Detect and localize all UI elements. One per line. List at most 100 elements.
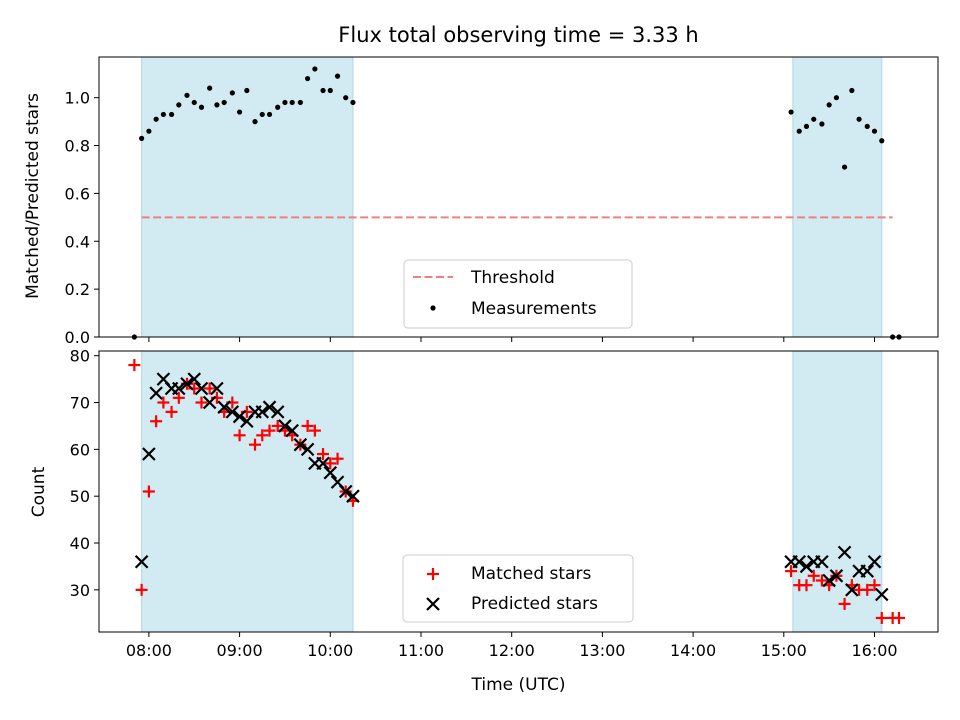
measurement-point — [184, 92, 190, 98]
measurement-point — [864, 123, 870, 130]
predicted-star-point — [278, 419, 292, 433]
matched-star-point — [875, 611, 888, 624]
y-tick-label: 0.8 — [65, 137, 90, 156]
legend-threshold-label: Threshold — [470, 268, 555, 288]
matched-star-point — [892, 611, 905, 624]
matched-star-point — [150, 415, 163, 428]
predicted-star-point — [874, 587, 889, 602]
predicted-star-point — [262, 400, 277, 414]
matched-star-point — [331, 452, 344, 465]
predicted-star-point — [255, 405, 270, 419]
matched-star-point — [301, 419, 314, 432]
matched-star-point — [807, 569, 820, 582]
measurement-point — [266, 111, 273, 118]
predicted-star-point — [194, 381, 209, 396]
predicted-star-point — [285, 423, 299, 438]
y-tick-label: 30 — [70, 581, 90, 600]
matched-star-point — [172, 391, 185, 404]
measurement-point — [327, 87, 333, 94]
predicted-star-point — [210, 381, 224, 396]
bottom-x-ticks: 08:00 09:00 10:00 11:00 12:00 13:00 14:00 15:00… — [126, 632, 898, 660]
top-data-points — [131, 66, 902, 340]
bottom-panel: 30 40 50 60 70 80 08:00 09:00 10:00 11:00 12:00 13… — [29, 347, 939, 695]
x-axis-label: Time (UTC) — [471, 675, 566, 695]
measurement-point — [297, 99, 303, 106]
measurement-point — [146, 128, 152, 134]
x-tick-label: 11:00 — [398, 641, 444, 660]
measurement-point — [803, 123, 810, 130]
predicted-star-point — [217, 400, 231, 414]
top-panel: Flux total observing time = 3.33 h 0.0 0.… — [23, 23, 939, 347]
predicted-star-point — [822, 573, 836, 588]
x-tick-label: 14:00 — [670, 641, 716, 660]
matched-star-point — [324, 457, 337, 470]
measurement-point — [320, 87, 326, 94]
predicted-star-point — [172, 381, 186, 396]
measurement-point — [841, 164, 848, 170]
measurement-point — [168, 111, 175, 118]
x-tick-label: 09:00 — [217, 641, 263, 660]
matched-star-point — [838, 597, 851, 610]
measurement-point — [191, 99, 197, 106]
predicted-star-point — [225, 405, 240, 419]
matched-star-point — [256, 429, 269, 442]
predicted-star-point — [346, 489, 360, 503]
legend-measurements-label: Measurements — [471, 299, 597, 319]
predicted-star-point — [860, 564, 875, 578]
top-axes-frame — [98, 56, 939, 338]
legend-matched-label: Matched stars — [471, 564, 591, 584]
measurement-point — [796, 128, 802, 134]
y-tick-label: 70 — [70, 394, 90, 413]
y-tick-label: 0.0 — [65, 328, 90, 347]
shaded-interval-1 — [792, 56, 883, 338]
matched-star-point — [785, 565, 798, 578]
top-y-axis-label: Matched/Predicted stars — [23, 93, 43, 299]
predicted-star-point — [202, 395, 217, 410]
y-tick-label: 0.2 — [65, 280, 90, 299]
predicted-star-point — [180, 377, 194, 391]
predicted-star-point — [300, 442, 315, 457]
matched-star-point — [317, 448, 330, 461]
top-legend: Threshold Measurements — [403, 259, 633, 329]
predicted-star-point — [829, 569, 844, 583]
measurement-point — [259, 111, 265, 118]
y-tick-label: 40 — [70, 534, 90, 553]
measurement-point — [221, 99, 227, 106]
measurement-point — [833, 95, 840, 101]
predicted-star-point — [134, 554, 149, 569]
predicted-star-point — [142, 447, 156, 461]
y-tick-label: 50 — [70, 487, 90, 506]
measurement-point — [871, 128, 878, 134]
x-tick-label: 16:00 — [851, 641, 897, 660]
matched-star-point — [861, 583, 874, 596]
predicted-star-point — [792, 554, 807, 569]
matched-star-point — [135, 583, 148, 596]
measurement-point — [343, 95, 349, 101]
x-tick-label: 12:00 — [489, 641, 535, 660]
predicted-star-point — [187, 372, 202, 386]
legend-measurements-swatch — [430, 305, 436, 311]
matched-star-point — [195, 396, 208, 409]
legend-predicted-label: Predicted stars — [471, 594, 598, 614]
matched-star-point — [263, 424, 276, 437]
measurement-point — [289, 99, 295, 106]
x-tick-label: 08:00 — [126, 641, 172, 660]
measurement-point — [826, 102, 832, 108]
bottom-axes-frame — [98, 350, 939, 633]
measurement-point — [879, 138, 885, 144]
chart-title: Flux total observing time = 3.33 h — [338, 23, 698, 47]
predicted-star-point — [270, 405, 285, 419]
matched-star-point — [142, 485, 155, 498]
matched-star-point — [271, 419, 284, 432]
measurement-point — [350, 99, 356, 106]
y-tick-label: 1.0 — [65, 89, 90, 108]
top-legend-box — [403, 259, 633, 329]
y-tick-label: 60 — [70, 440, 90, 459]
x-tick-label: 10:00 — [307, 641, 353, 660]
matched-star-point — [165, 405, 178, 418]
measurement-point — [153, 116, 159, 122]
measurement-point — [811, 116, 817, 122]
top-y-ticks: 0.0 0.2 0.4 0.6 0.8 1.0 — [65, 89, 99, 347]
predicted-star-point — [338, 484, 353, 499]
